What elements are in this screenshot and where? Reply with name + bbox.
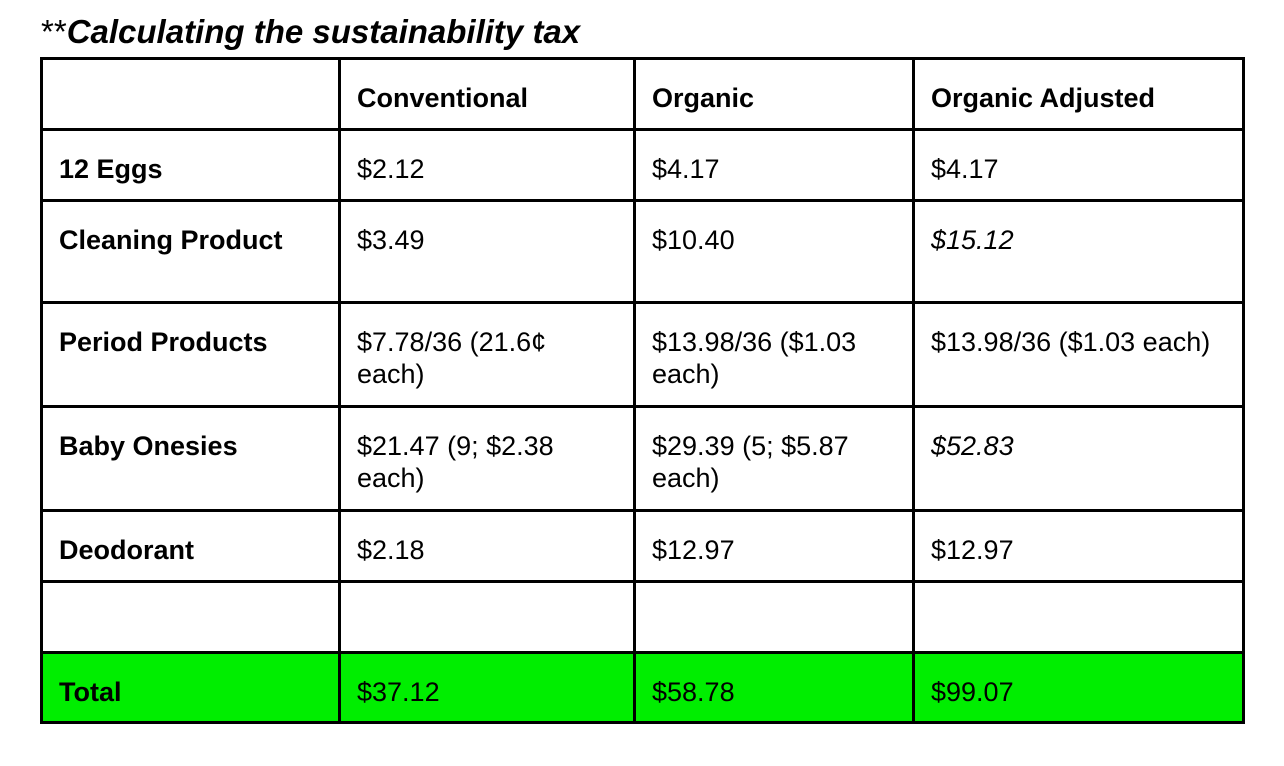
total-organic: $58.78 xyxy=(633,651,915,724)
cell-organic: $12.97 xyxy=(633,509,915,583)
table-row: Baby Onesies $21.47 (9; $2.38 each) $29.… xyxy=(40,405,1245,512)
cell-organic-adjusted: $4.17 xyxy=(912,128,1245,202)
cell-conventional: $2.18 xyxy=(338,509,636,583)
total-label: Total xyxy=(40,651,341,724)
title-text: Calculating the sustainability tax xyxy=(66,13,581,50)
cell-conventional: $21.47 (9; $2.38 each) xyxy=(338,405,636,512)
total-organic-adjusted: $99.07 xyxy=(912,651,1245,724)
title-prefix: ** xyxy=(41,13,67,50)
cell-conventional: $3.49 xyxy=(338,199,636,304)
cell-organic-adjusted: $12.97 xyxy=(912,509,1245,583)
table-row: Cleaning Product $3.49 $10.40 $15.12 xyxy=(40,199,1245,304)
header-cell-empty xyxy=(40,57,341,131)
page-title: **Calculating the sustainability tax xyxy=(41,12,580,52)
cell-organic xyxy=(633,580,915,654)
cell-organic: $10.40 xyxy=(633,199,915,304)
header-cell-organic-adjusted: Organic Adjusted xyxy=(912,57,1245,131)
table-row: 12 Eggs $2.12 $4.17 $4.17 xyxy=(40,128,1245,202)
cell-conventional: $7.78/36 (21.6¢ each) xyxy=(338,301,636,408)
total-conventional: $37.12 xyxy=(338,651,636,724)
cell-organic-adjusted xyxy=(912,580,1245,654)
row-label: Deodorant xyxy=(40,509,341,583)
cell-organic: $29.39 (5; $5.87 each) xyxy=(633,405,915,512)
table-header-row: Conventional Organic Organic Adjusted xyxy=(40,57,1245,131)
table-row: Period Products $7.78/36 (21.6¢ each) $1… xyxy=(40,301,1245,408)
total-row: Total $37.12 $58.78 $99.07 xyxy=(40,651,1245,724)
cell-organic-adjusted: $52.83 xyxy=(912,405,1245,512)
cell-conventional: $2.12 xyxy=(338,128,636,202)
row-label: Baby Onesies xyxy=(40,405,341,512)
cell-organic-adjusted: $15.12 xyxy=(912,199,1245,304)
header-cell-conventional: Conventional xyxy=(338,57,636,131)
table-row: Deodorant $2.18 $12.97 $12.97 xyxy=(40,509,1245,583)
cell-organic-adjusted: $13.98/36 ($1.03 each) xyxy=(912,301,1245,408)
row-label xyxy=(40,580,341,654)
row-label: Period Products xyxy=(40,301,341,408)
price-comparison-table: Conventional Organic Organic Adjusted 12… xyxy=(40,57,1245,724)
row-label: Cleaning Product xyxy=(40,199,341,304)
header-cell-organic: Organic xyxy=(633,57,915,131)
cell-conventional xyxy=(338,580,636,654)
table-row-empty xyxy=(40,580,1245,654)
row-label: 12 Eggs xyxy=(40,128,341,202)
cell-organic: $13.98/36 ($1.03 each) xyxy=(633,301,915,408)
cell-organic: $4.17 xyxy=(633,128,915,202)
